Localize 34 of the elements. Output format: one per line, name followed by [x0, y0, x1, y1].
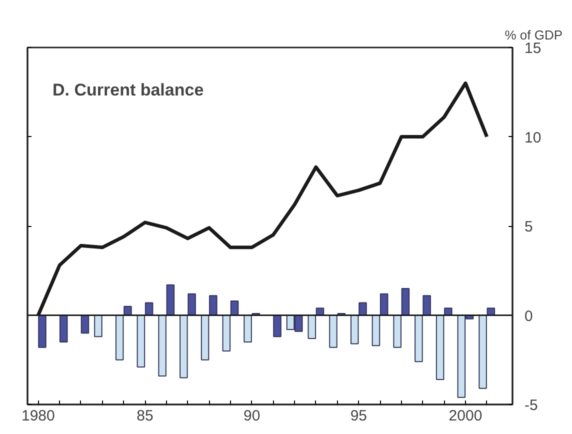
bar [80, 314, 90, 334]
y-tick-label: 0 [524, 308, 533, 325]
bar [358, 302, 367, 316]
bar [38, 314, 46, 348]
y-tick-label: -5 [524, 397, 538, 414]
bar [136, 314, 146, 368]
bar [59, 314, 68, 343]
bar [393, 314, 402, 348]
bar [308, 314, 316, 339]
x-tick-label: 85 [136, 408, 154, 424]
y-axis-title: % of GDP [504, 28, 562, 42]
bar [115, 314, 124, 360]
bar [94, 314, 102, 338]
bar [200, 314, 210, 360]
bar [372, 314, 380, 346]
x-tick-label: 1980 [22, 408, 55, 424]
x-tick-label: 90 [243, 408, 260, 424]
text: D. Current balance [52, 80, 204, 100]
bar [380, 293, 388, 316]
y-tick-label: 5 [524, 218, 533, 236]
bar [350, 314, 359, 344]
x-tick-label: 2000 [448, 408, 482, 424]
bar [166, 284, 175, 316]
bar [158, 314, 166, 376]
bar [401, 288, 410, 316]
y-tick-label: 15 [524, 40, 542, 57]
bar [273, 314, 282, 338]
bar [478, 314, 487, 389]
bar [436, 314, 444, 380]
bar [222, 314, 231, 352]
bar [209, 295, 218, 316]
y-tick-label: 10 [524, 129, 542, 146]
x-tick-label: 95 [350, 408, 368, 424]
bar [244, 314, 252, 343]
